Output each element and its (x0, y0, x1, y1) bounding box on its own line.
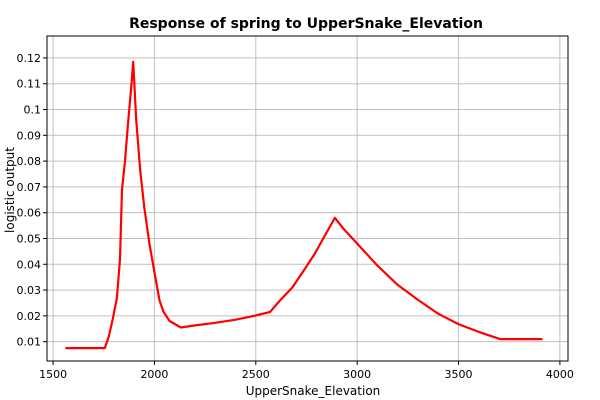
x-tick-label: 1500 (39, 368, 67, 381)
y-tick-label: 0.12 (17, 52, 42, 65)
axis-ticks: 1500 2000 2500 3000 3500 4000 0.01 0.02 0.03 0.04… (17, 52, 574, 381)
y-tick-label: 0.08 (17, 155, 42, 168)
response-line (65, 60, 543, 350)
x-tick-label: 2500 (242, 368, 270, 381)
y-tick-label: 0.03 (17, 284, 42, 297)
x-axis-label: UpperSnake_Elevation (246, 384, 381, 398)
y-tick-label: 0.02 (17, 310, 42, 323)
y-tick-label: 0.1 (24, 104, 42, 117)
x-tick-label: 3000 (343, 368, 371, 381)
y-tick-label: 0.06 (17, 207, 42, 220)
y-tick-label: 0.01 (17, 336, 42, 349)
x-tick-label: 2000 (140, 368, 168, 381)
y-tick-label: 0.05 (17, 232, 42, 245)
y-tick-label: 0.11 (17, 78, 42, 91)
y-tick-label: 0.09 (17, 129, 42, 142)
series-layer (65, 60, 543, 350)
chart-title: Response of spring to UpperSnake_Elevati… (129, 16, 483, 32)
y-tick-label: 0.07 (17, 181, 42, 194)
x-tick-label: 4000 (546, 368, 574, 381)
y-axis-label: logistic output (3, 147, 17, 233)
plot-frame (46, 35, 569, 362)
y-tick-label: 0.04 (17, 258, 42, 271)
x-tick-label: 3500 (445, 368, 473, 381)
